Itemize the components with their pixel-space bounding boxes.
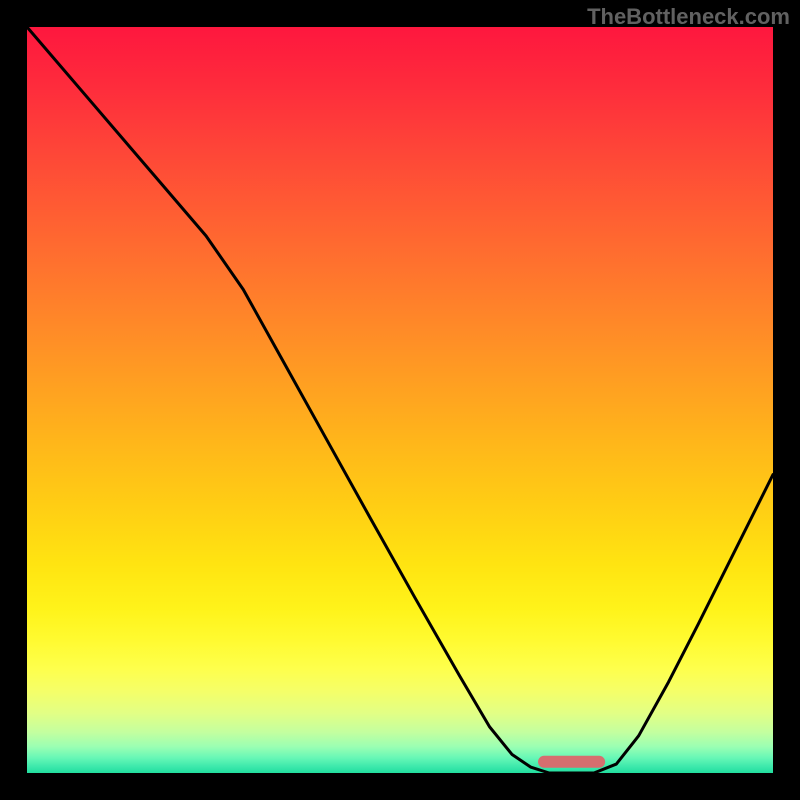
chart-svg	[0, 0, 800, 800]
bottleneck-chart	[0, 0, 800, 800]
optimal-range-marker	[538, 756, 605, 768]
plot-background-gradient	[27, 27, 773, 773]
watermark-text: TheBottleneck.com	[587, 4, 790, 30]
